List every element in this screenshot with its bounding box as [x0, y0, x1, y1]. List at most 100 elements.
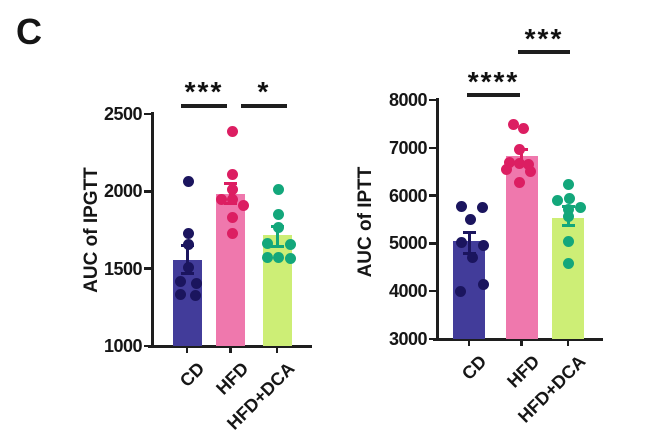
y-tick [144, 190, 152, 193]
data-point-hfd-dca [272, 252, 284, 264]
y-tick-label: 2000 [103, 181, 143, 202]
sig-line [518, 50, 570, 54]
x-tick [467, 340, 471, 346]
data-point-cd [182, 175, 194, 187]
error-bar-stem [275, 226, 279, 247]
x-tick [566, 340, 570, 346]
data-point-hfd-dca [272, 184, 284, 196]
data-point-cd [454, 285, 466, 297]
sig-line [181, 104, 227, 108]
sig-stars: * [257, 76, 271, 107]
x-category-label: CD [457, 351, 491, 384]
data-point-cd [477, 278, 489, 290]
sig-line [241, 104, 287, 108]
y-tick-label: 8000 [388, 90, 428, 110]
data-point-hfd [227, 227, 238, 239]
y-tick [429, 194, 437, 197]
x-tick [229, 347, 232, 353]
data-point-hfd [227, 125, 238, 137]
data-point-cd [182, 227, 194, 239]
data-point-hfd-dca [562, 235, 574, 247]
error-bar-cap-top [462, 230, 476, 234]
data-point-cd [464, 214, 476, 225]
data-point-cd [182, 262, 194, 274]
data-point-hfd [514, 176, 525, 188]
sig-line [467, 93, 520, 97]
data-point-hfd-dca [261, 237, 273, 249]
data-point-hfd [227, 212, 238, 224]
data-point-hfd-dca [562, 203, 574, 215]
data-point-hfd-dca [562, 178, 574, 190]
data-point-hfd [501, 164, 512, 176]
data-point-hfd [504, 156, 515, 168]
data-point-cd [466, 252, 478, 264]
y-tick [429, 146, 437, 150]
data-point-cd [174, 275, 186, 287]
data-point-cd [455, 200, 467, 212]
error-bar-stem [520, 149, 523, 164]
data-point-hfd-dca [563, 192, 575, 204]
x-tick [275, 347, 279, 353]
y-tick [429, 242, 437, 245]
y-tick-label: 5000 [388, 233, 428, 254]
sig-stars: *** [524, 23, 564, 54]
data-point-hfd [227, 194, 238, 206]
x-axis [433, 337, 603, 341]
x-axis [148, 344, 312, 348]
y-tick-label: 2500 [103, 104, 143, 124]
error-bar-cap-top [224, 182, 237, 186]
error-bar-stem [467, 232, 471, 254]
y-tick [429, 289, 437, 293]
data-point-hfd-dca [284, 239, 296, 251]
x-tick [185, 347, 189, 353]
data-point-cd [189, 290, 201, 302]
data-point-hfd-dca [562, 257, 574, 269]
y-tick-label: 6000 [388, 185, 428, 206]
y-tick [429, 337, 437, 341]
data-point-hfd [227, 184, 238, 196]
y-axis [435, 98, 439, 341]
panel-letter: C [16, 11, 42, 52]
data-point-hfd [525, 165, 536, 177]
data-point-hfd-dca [272, 209, 284, 221]
y-axis-title: AUC of IPTT [355, 166, 376, 278]
data-point-hfd [227, 168, 238, 180]
y-tick-label: 3000 [388, 329, 428, 349]
y-tick-label: 1000 [103, 336, 143, 356]
data-point-cd [190, 277, 202, 289]
sig-stars: **** [467, 66, 520, 97]
error-bar-stem [185, 245, 189, 274]
data-point-hfd-dca [284, 253, 296, 265]
data-point-hfd [216, 193, 227, 205]
y-axis [150, 112, 154, 348]
data-point-cd [174, 289, 186, 301]
error-bar-cap-bottom [270, 244, 284, 248]
data-point-cd [476, 201, 488, 213]
data-point-hfd-dca [574, 202, 586, 214]
data-point-hfd [238, 199, 249, 211]
data-point-cd [455, 236, 467, 248]
y-tick-label: 4000 [388, 281, 428, 302]
data-point-hfd [514, 158, 525, 170]
data-point-hfd [508, 118, 519, 130]
x-category-label: HFD [502, 351, 543, 392]
error-bar-cap-bottom [561, 223, 575, 227]
data-point-cd [182, 239, 194, 251]
data-point-hfd [518, 123, 529, 135]
data-point-hfd [514, 144, 525, 156]
y-tick [144, 112, 152, 116]
sig-stars: *** [184, 76, 224, 107]
data-point-hfd-dca [551, 195, 563, 207]
y-tick [144, 267, 152, 270]
data-point-hfd-dca [272, 222, 284, 234]
y-tick-label: 7000 [388, 137, 428, 158]
y-tick-label: 1500 [103, 258, 143, 279]
x-tick [520, 340, 523, 346]
data-point-hfd-dca [261, 251, 273, 263]
data-point-cd [477, 240, 489, 252]
y-tick [144, 344, 152, 348]
data-point-hfd [523, 159, 534, 171]
